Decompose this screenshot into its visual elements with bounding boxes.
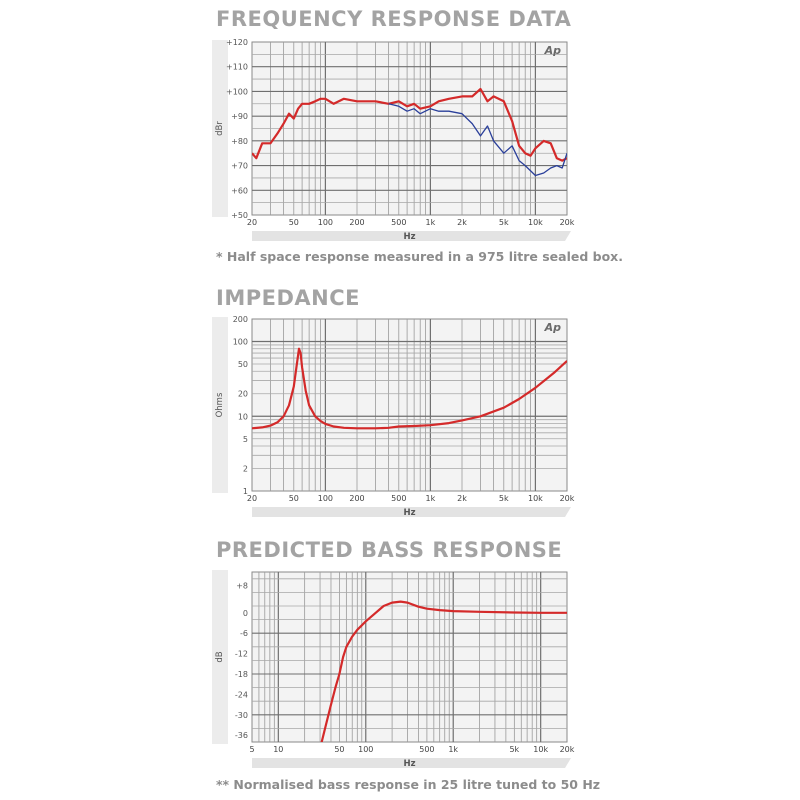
x-axis-band (252, 507, 571, 517)
y-tick-label: +50 (231, 211, 248, 220)
series-line-2 (388, 103, 567, 177)
x-tick-label: 500 (391, 494, 406, 503)
y-tick-label: 2 (243, 464, 248, 473)
x-tick-label: 10k (528, 218, 543, 227)
x-tick-label: 10 (273, 745, 283, 754)
y-tick-label: -6 (240, 629, 248, 638)
x-axis-band (252, 758, 571, 768)
y-axis-band (212, 317, 228, 493)
plot-area (251, 571, 568, 743)
x-tick-label: 500 (391, 218, 406, 227)
x-axis-label: Hz (403, 232, 415, 242)
y-tick-label: +100 (226, 87, 248, 96)
frequency-response-heading: FREQUENCY RESPONSE DATA (216, 7, 572, 31)
x-tick-label: 100 (318, 494, 333, 503)
x-tick-label: 100 (358, 745, 373, 754)
x-tick-label: 20k (560, 494, 575, 503)
y-tick-label: 0 (243, 609, 248, 618)
series-line-1 (252, 347, 567, 430)
y-tick-label: +120 (226, 38, 248, 47)
impedance-section: IMPEDANCE 1 2 5 10 20 50 100 200 Ohms 20 50 100 200 5… (0, 280, 800, 530)
bass-response-section: PREDICTED BASS RESPONSE +8 0 -6 -12 -18 -24 -3… (0, 532, 800, 800)
x-tick-label: 20 (247, 494, 257, 503)
x-tick-label: 50 (289, 494, 299, 503)
x-tick-label: 200 (349, 218, 364, 227)
y-tick-label: +90 (231, 112, 248, 121)
y-tick-label: -36 (235, 731, 248, 740)
y-tick-label: +60 (231, 186, 248, 195)
y-axis-label: dB (215, 651, 225, 662)
x-tick-label: 1k (426, 218, 436, 227)
ap-logo: Ap (544, 321, 562, 334)
impedance-heading: IMPEDANCE (216, 286, 360, 310)
y-tick-label: +80 (231, 137, 248, 146)
bass-response-chart: +8 0 -6 -12 -18 -24 -30 -36 dB 5 10 50 100 500 1k 5k 10k… (212, 570, 575, 769)
x-tick-label: 50 (289, 218, 299, 227)
x-axis-band (252, 231, 571, 241)
x-tick-label: 20 (247, 218, 257, 227)
series-line-1 (320, 600, 567, 742)
frequency-response-section: FREQUENCY RESPONSE DATA +50 +60 +70 +80 +90 +… (0, 0, 800, 270)
x-tick-label: 2k (457, 218, 467, 227)
y-tick-label: -12 (235, 650, 248, 659)
ap-logo: Ap (544, 44, 562, 57)
y-tick-label: -30 (235, 711, 248, 720)
impedance-chart: 1 2 5 10 20 50 100 200 Ohms 20 50 100 200 500 1k 2k 5k 10… (212, 315, 575, 518)
y-axis-label: Ohms (215, 392, 225, 417)
y-tick-label: 1 (243, 487, 248, 496)
y-tick-label: +110 (226, 63, 248, 72)
y-tick-label: 20 (238, 390, 248, 399)
x-tick-label: 50 (334, 745, 344, 754)
x-tick-label: 500 (419, 745, 434, 754)
x-tick-label: 100 (318, 218, 333, 227)
x-tick-label: 5k (499, 494, 509, 503)
x-tick-label: 20k (560, 218, 575, 227)
x-axis-label: Hz (403, 508, 415, 518)
x-tick-label: 5k (509, 745, 519, 754)
x-tick-label: 5k (499, 218, 509, 227)
x-tick-label: 200 (349, 494, 364, 503)
x-axis-label: Hz (403, 759, 415, 769)
y-axis-band (212, 40, 228, 217)
x-tick-label: 2k (457, 494, 467, 503)
bass-response-note: ** Normalised bass response in 25 litre … (216, 777, 601, 792)
frequency-response-chart: +50 +60 +70 +80 +90 +100 +110 +120 dBr 20 50 100 200… (212, 38, 575, 242)
x-tick-label: 1k (448, 745, 458, 754)
y-tick-label: 5 (243, 435, 248, 444)
frequency-response-note: * Half space response measured in a 975 … (216, 249, 623, 264)
y-axis-label: dBr (215, 121, 225, 136)
y-axis-band (212, 570, 228, 744)
y-tick-label: -18 (235, 670, 248, 679)
series-line-1 (252, 87, 567, 162)
x-tick-label: 1k (426, 494, 436, 503)
x-tick-label: 20k (560, 745, 575, 754)
x-tick-label: 5 (249, 745, 254, 754)
x-tick-label: 10k (533, 745, 548, 754)
y-tick-label: -24 (235, 690, 248, 699)
y-tick-label: 100 (233, 338, 248, 347)
y-tick-label: +70 (231, 162, 248, 171)
plot-area (251, 318, 568, 492)
y-tick-label: 200 (233, 315, 248, 324)
x-tick-label: 10k (528, 494, 543, 503)
bass-response-heading: PREDICTED BASS RESPONSE (216, 538, 563, 562)
y-tick-label: +8 (236, 582, 248, 591)
y-tick-label: 10 (238, 412, 248, 421)
y-tick-label: 50 (238, 360, 248, 369)
